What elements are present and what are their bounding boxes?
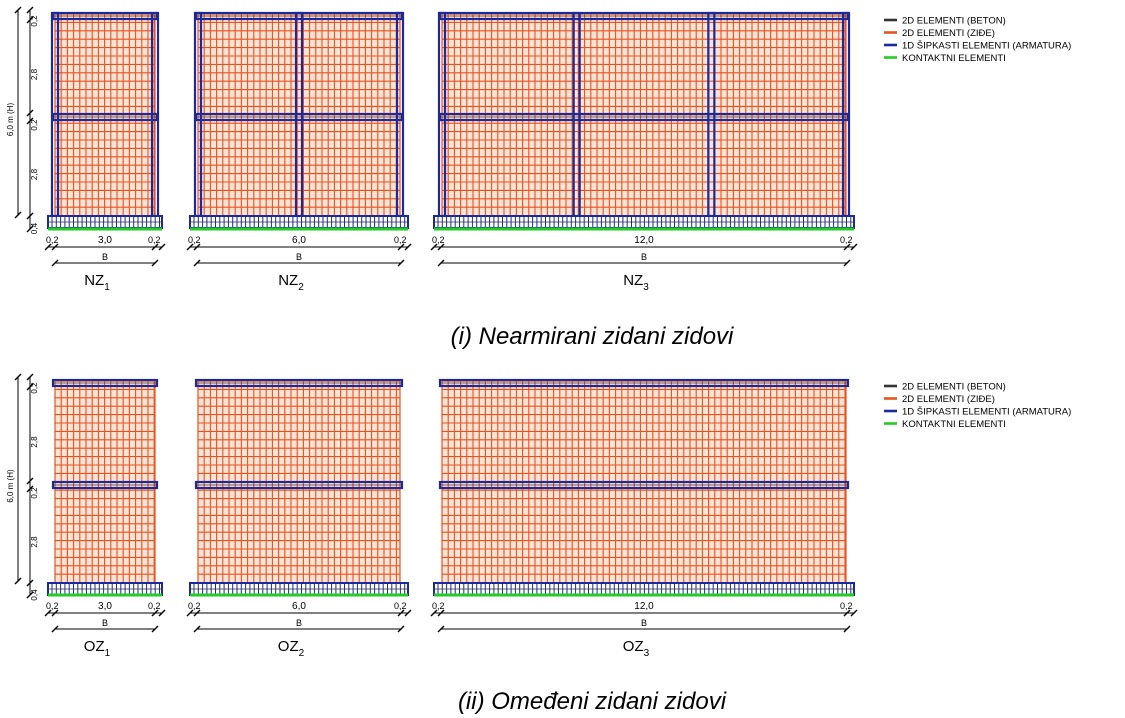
height-segment-label: 2,8: [30, 536, 39, 548]
height-segment-label: 0,2: [30, 119, 39, 131]
height-dimensions: 0,2 2,8 0,2 2,8 0,4 6,0 m (H): [6, 6, 39, 234]
legend-label: 2D ELEMENTI (ZIĐE): [902, 28, 995, 39]
wall-nz1: 0,2 0,2 3,0 B NZ1: [44, 11, 166, 293]
legend-label: KONTAKTNI ELEMENTI: [902, 419, 1006, 430]
legend-label: 2D ELEMENTI (BETON): [902, 16, 1006, 27]
b-label: B: [102, 618, 108, 628]
legend-label: 1D ŠIPKASTI ELEMENTI (ARMATURA): [902, 407, 1071, 418]
height-segment-label: 0,2: [30, 15, 39, 27]
wall-oz1: 0,2 0,2 3,0 B OZ1: [44, 378, 166, 659]
edge-width-left: 0,2: [188, 601, 201, 611]
panel-caption: (i) Nearmirani zidani zidovi: [451, 323, 734, 350]
panel-nz: 0,22,80,22,80,46,0 m (H)0,2 0,23,0BNZ10,2…: [6, 6, 1071, 350]
height-segment-label: 0,4: [30, 222, 39, 234]
height-segment-label: 0,2: [30, 382, 39, 394]
wall-width-label: 6,0: [292, 601, 306, 612]
height-segment-label: 0,4: [30, 589, 39, 601]
wall-width-label: 3,0: [98, 235, 112, 246]
wall-name: OZ2: [278, 638, 305, 659]
wall-nz2: 0,2 0,2 6,0 B NZ2: [186, 11, 412, 293]
wall-oz3: 0,2 0,2 12,0 B OZ3: [430, 378, 858, 659]
edge-width-right: 0,2: [148, 601, 161, 611]
edge-width-right: 0,2: [840, 601, 853, 611]
wall-width-label: 6,0: [292, 235, 306, 246]
edge-width-left: 0,2: [432, 601, 445, 611]
edge-width-right: 0,2: [840, 235, 853, 245]
height-total-label: 6,0 m (H): [6, 103, 15, 137]
b-label: B: [102, 252, 108, 262]
wall-name: NZ2: [278, 272, 304, 293]
legend-label: KONTAKTNI ELEMENTI: [902, 53, 1006, 64]
wall-name: OZ1: [84, 638, 111, 659]
wall-width-label: 3,0: [98, 601, 112, 612]
panel-caption: (ii) Omeđeni zidani zidovi: [458, 688, 727, 715]
b-label: B: [296, 252, 302, 262]
edge-width-right: 0,2: [148, 235, 161, 245]
legend: 2D ELEMENTI (BETON)2D ELEMENTI (ZIĐE) 1D …: [884, 382, 1071, 430]
edge-width-left: 0,2: [432, 235, 445, 245]
wall-name: NZ1: [84, 272, 110, 293]
height-segment-label: 2,8: [30, 168, 39, 180]
legend-label: 1D ŠIPKASTI ELEMENTI (ARMATURA): [902, 41, 1071, 52]
wall-name: NZ3: [623, 272, 649, 293]
height-segment-label: 0,2: [30, 487, 39, 499]
wall-width-label: 12,0: [634, 601, 654, 612]
edge-width-left: 0,2: [46, 235, 59, 245]
b-label: B: [296, 618, 302, 628]
edge-width-left: 0,2: [46, 601, 59, 611]
height-segment-label: 2,8: [30, 68, 39, 80]
height-dimensions: 0,2 2,8 0,2 2,8 0,4 6,0 m (H): [6, 373, 39, 601]
legend: 2D ELEMENTI (BETON)2D ELEMENTI (ZIĐE) 1D …: [884, 16, 1071, 64]
edge-width-right: 0,2: [394, 235, 407, 245]
b-label: B: [641, 618, 647, 628]
legend-label: 2D ELEMENTI (ZIĐE): [902, 394, 995, 405]
legend-label: 2D ELEMENTI (BETON): [902, 382, 1006, 393]
panel-oz: 0,22,80,22,80,46,0 m (H)0,2 0,23,0BOZ10,2…: [6, 373, 1071, 715]
height-total-label: 6,0 m (H): [6, 469, 15, 503]
wall-oz2: 0,2 0,2 6,0 B OZ2: [186, 378, 412, 659]
wall-nz3: 0,2 0,2 12,0 B NZ3: [430, 11, 858, 293]
wall-name: OZ3: [623, 638, 650, 659]
wall-width-label: 12,0: [634, 235, 654, 246]
edge-width-right: 0,2: [394, 601, 407, 611]
height-segment-label: 2,8: [30, 436, 39, 448]
b-label: B: [641, 252, 647, 262]
edge-width-left: 0,2: [188, 235, 201, 245]
